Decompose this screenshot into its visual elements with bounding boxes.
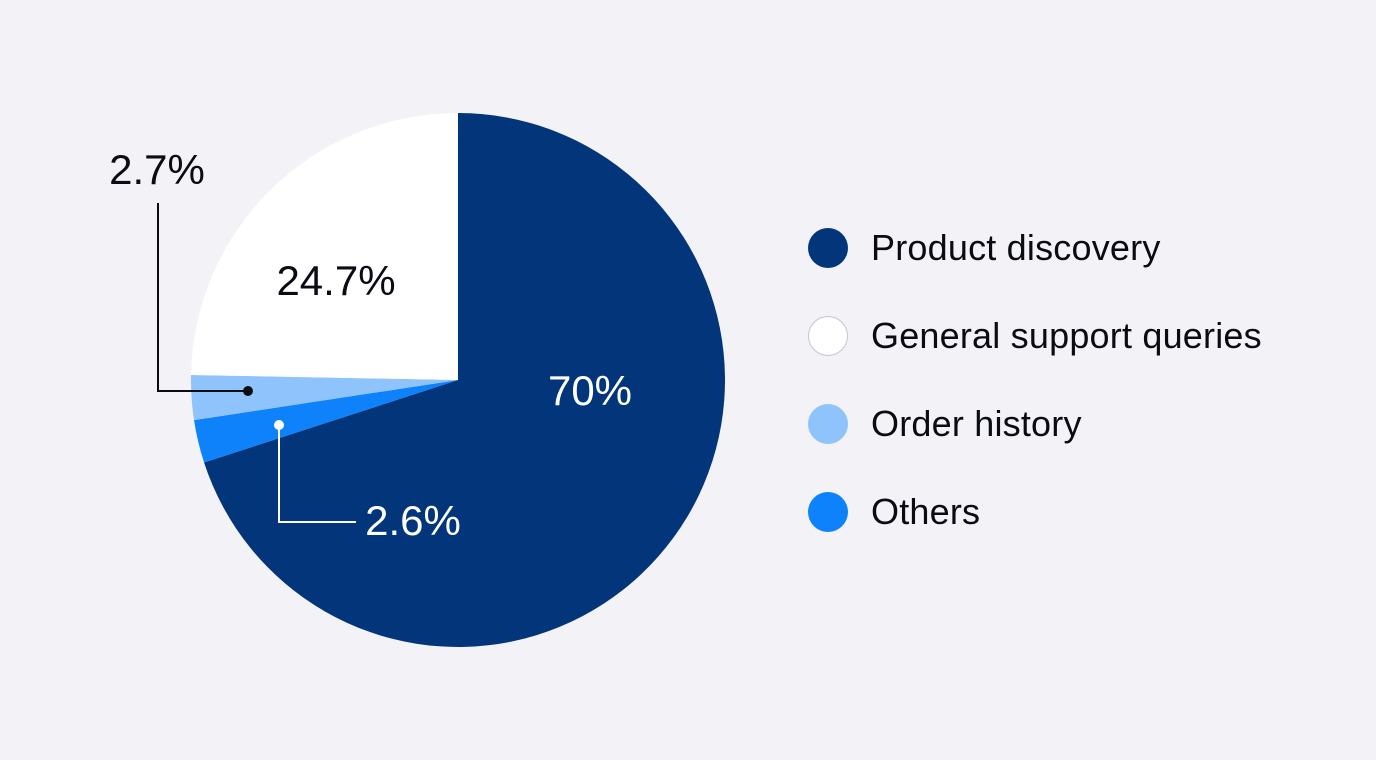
legend-label-order-history: Order history [871, 403, 1082, 444]
legend-label-product-discovery: Product discovery [871, 227, 1161, 268]
leader-line-others [278, 425, 356, 523]
legend-item-others: Others [808, 490, 1262, 534]
legend-item-general-support: General support queries [808, 314, 1262, 358]
legend-swatch-order-history [808, 404, 848, 444]
legend-item-product-discovery: Product discovery [808, 226, 1262, 270]
legend: Product discovery General support querie… [808, 226, 1262, 578]
legend-label-general-support: General support queries [871, 315, 1262, 356]
legend-swatch-others [808, 492, 848, 532]
legend-swatch-general-support [808, 316, 848, 356]
leader-dot-order-history [243, 386, 253, 396]
legend-swatch-product-discovery [808, 228, 848, 268]
data-label-order-history: 2.7% [109, 146, 205, 193]
pie-slice-general-support-queries [191, 113, 459, 380]
leader-line-order-history [157, 203, 248, 392]
legend-label-others: Others [871, 491, 981, 532]
pie-slice-others [194, 380, 458, 463]
leader-dot-others [274, 420, 284, 430]
legend-item-order-history: Order history [808, 402, 1262, 446]
pie-slice-product-discovery [204, 112, 726, 647]
data-label-others: 2.6% [365, 497, 461, 544]
pie-slice-order-history [191, 374, 459, 421]
data-label-product-discovery: 70% [548, 367, 632, 414]
data-label-general-support-queries: 24.7% [276, 257, 395, 304]
